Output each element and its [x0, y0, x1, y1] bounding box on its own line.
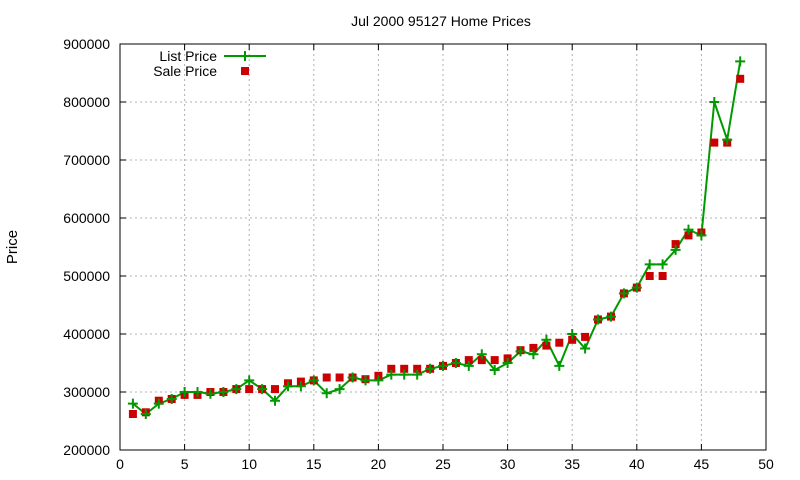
list-price-point	[166, 394, 177, 404]
x-tick-label: 50	[758, 456, 774, 472]
legend-marker-sale-price	[241, 67, 249, 75]
sale-price-point	[464, 356, 473, 365]
list-price-point	[644, 259, 655, 270]
list-price-point	[295, 381, 306, 392]
list-price-point	[515, 346, 526, 357]
list-price-point	[231, 384, 242, 395]
x-tick-label: 35	[564, 456, 580, 472]
sale-price-point	[477, 356, 486, 365]
list-price-point	[657, 259, 668, 270]
legend: List Price Sale Price	[153, 48, 266, 79]
series-layer	[127, 56, 746, 419]
sale-price-point	[128, 410, 137, 418]
x-tick-label: 15	[306, 456, 322, 472]
list-price-point	[709, 97, 720, 107]
sale-price-point	[322, 373, 331, 382]
y-tick-label: 200000	[63, 442, 110, 458]
list-price-point	[502, 358, 513, 368]
sale-price-point	[271, 385, 279, 394]
axes: 0 5 10 15 20 25 30 35 40 45 50 200000 300000 400000 50…	[63, 36, 774, 472]
legend-marker-list-price	[240, 51, 250, 61]
sale-price-point	[490, 356, 499, 365]
list-price-point	[554, 360, 565, 371]
sale-price-point	[658, 272, 667, 280]
x-tick-label: 0	[116, 456, 124, 472]
sale-price-point	[387, 364, 396, 373]
list-price-point	[399, 369, 410, 380]
list-price-point	[140, 409, 151, 419]
list-price-point	[528, 349, 539, 360]
list-price-point	[218, 387, 229, 397]
list-price-point	[606, 311, 616, 322]
y-axis-label: Price	[4, 230, 21, 264]
list-price-point	[257, 384, 268, 395]
legend-label-sale-price: Sale Price	[153, 63, 217, 79]
list-price-point	[463, 360, 474, 371]
sale-price-point	[413, 364, 422, 373]
list-price-point	[489, 365, 500, 375]
y-tick-label: 300000	[63, 384, 110, 400]
sale-price-point	[645, 272, 654, 280]
x-tick-label: 25	[435, 456, 451, 472]
sale-price-point	[710, 138, 719, 147]
list-price-point	[476, 349, 487, 360]
y-tick-label: 500000	[63, 268, 110, 284]
list-price-point	[735, 56, 746, 67]
list-price-point	[438, 360, 448, 371]
x-tick-label: 40	[629, 456, 645, 472]
sale-price-point	[542, 341, 551, 350]
x-tick-label: 5	[181, 456, 189, 472]
sale-price-point	[400, 364, 409, 373]
x-tick-label: 20	[371, 456, 387, 472]
list-price-point	[205, 388, 216, 399]
sale-price-point	[245, 385, 254, 394]
list-price-point	[386, 369, 397, 380]
sale-price-point	[529, 343, 538, 352]
list-price-point	[179, 387, 190, 397]
list-price-point	[127, 398, 138, 409]
chart-title: Jul 2000 95127 Home Prices	[351, 13, 531, 29]
sale-price-point	[736, 74, 745, 83]
y-tick-label: 400000	[63, 326, 110, 342]
sale-price-point	[581, 332, 590, 341]
list-price-point	[270, 395, 280, 406]
list-price-point	[631, 282, 642, 293]
y-tick-label: 900000	[63, 36, 110, 52]
list-price-point	[580, 343, 591, 354]
list-price-point	[450, 358, 461, 368]
list-price-point	[670, 244, 681, 255]
list-price-point	[425, 363, 436, 374]
sale-price-point	[335, 373, 344, 382]
list-price-point	[593, 314, 603, 325]
y-tick-label: 800000	[63, 94, 110, 110]
list-price-point	[696, 230, 707, 241]
list-price-point	[321, 388, 332, 399]
list-price-point	[244, 375, 255, 386]
y-tick-label: 600000	[63, 210, 110, 226]
x-tick-label: 45	[694, 456, 710, 472]
list-price-point	[567, 329, 578, 339]
list-price-point	[308, 375, 319, 386]
list-price-point	[153, 398, 164, 409]
sale-price-point	[568, 335, 577, 344]
legend-label-list-price: List Price	[159, 48, 217, 64]
list-price-point	[283, 381, 293, 392]
list-price-point	[373, 375, 384, 386]
x-tick-label: 10	[241, 456, 257, 472]
sale-price-point	[671, 240, 680, 249]
sale-price-point	[555, 338, 564, 347]
list-price-point	[192, 387, 203, 397]
list-price-point	[541, 334, 552, 345]
list-price-point	[334, 384, 345, 395]
list-price-point	[360, 375, 371, 386]
list-price-point	[618, 288, 629, 299]
list-price-point	[722, 134, 733, 145]
list-price-point	[347, 372, 358, 383]
sale-price-point	[684, 231, 693, 240]
x-tick-label: 30	[500, 456, 516, 472]
list-price-point	[683, 224, 694, 235]
y-tick-label: 700000	[63, 152, 110, 168]
list-price-point	[412, 369, 423, 380]
